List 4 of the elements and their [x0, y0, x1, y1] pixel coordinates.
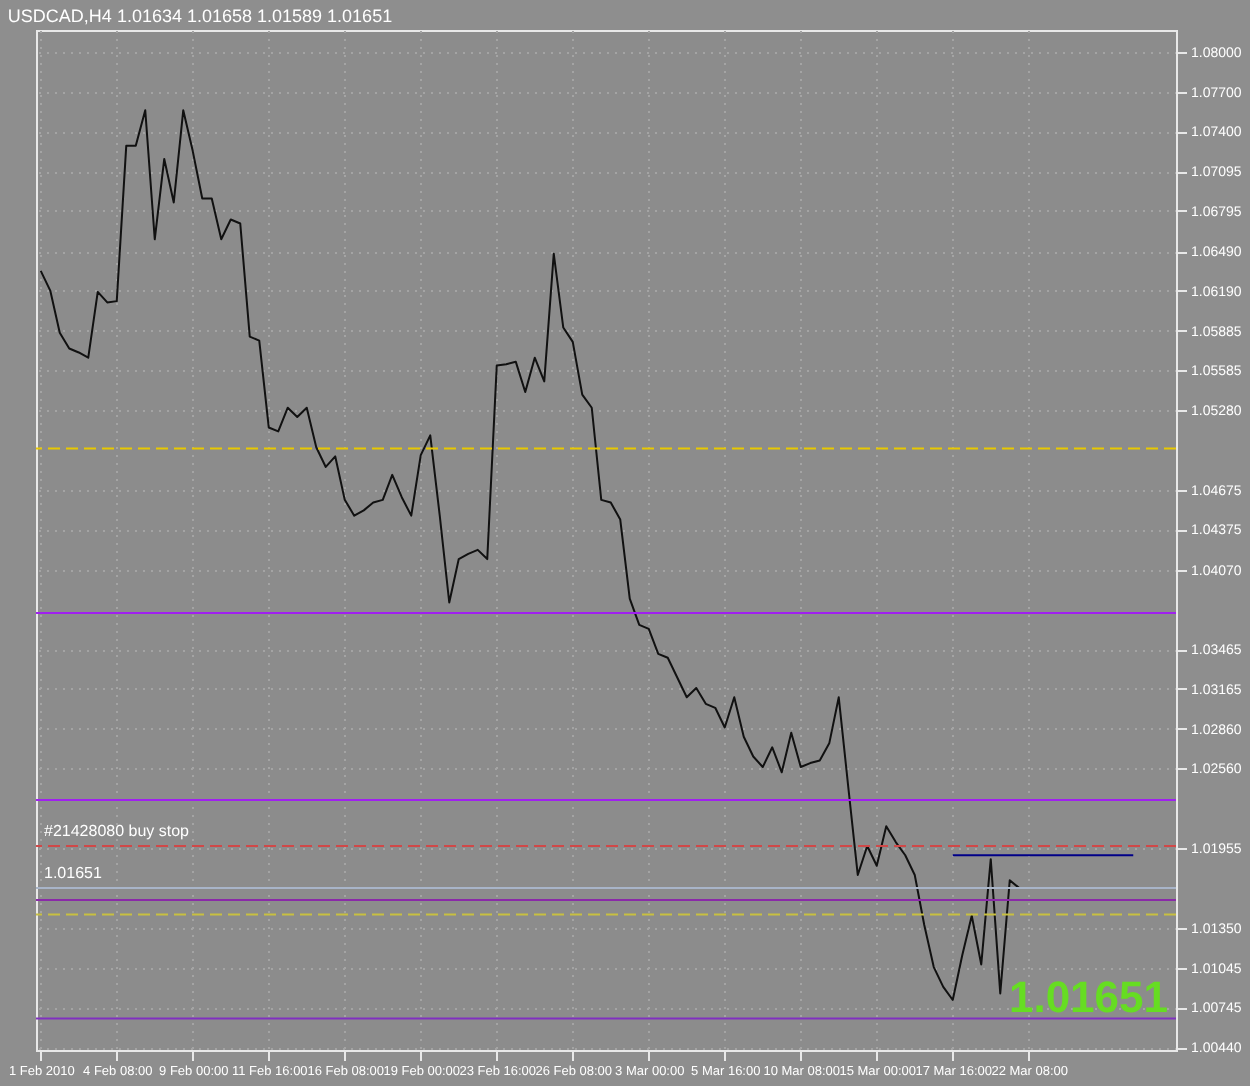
ref-line-label: #21428080 buy stop [44, 822, 191, 840]
ref-line-label: 1.01651 [44, 863, 103, 882]
annotation: 1.01651 [1008, 972, 1168, 1022]
chart-title: USDCAD,H4 1.01634 1.01658 1.01589 1.01651 [7, 6, 393, 26]
